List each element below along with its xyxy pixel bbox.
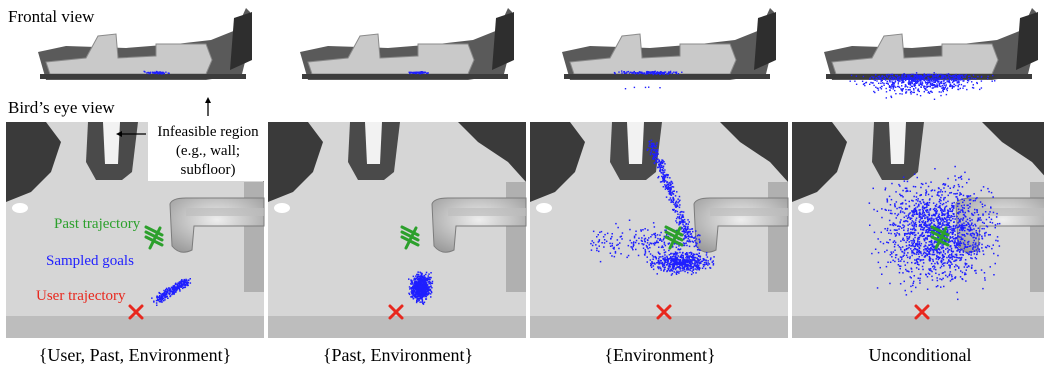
bev-sofa-cushion xyxy=(186,208,264,216)
frontal-sampled-points xyxy=(408,71,429,75)
frontal-floor-edge xyxy=(40,74,246,79)
frontal-panel-3 xyxy=(562,8,776,90)
caption-environment: {Environment} xyxy=(604,345,716,365)
frontal-panel-2 xyxy=(300,8,514,80)
frontal-sampled-points xyxy=(143,70,170,75)
frontal-wall-right xyxy=(492,12,514,70)
past-trajectory-marker xyxy=(400,225,420,250)
infeasible-line-3: subfloor) xyxy=(180,162,236,178)
frontal-row xyxy=(38,8,1038,100)
bev-sampled-goals xyxy=(151,278,192,306)
bev-floor-bottom xyxy=(530,316,788,338)
past-trajectory-label: Past trajectory xyxy=(54,216,141,232)
frontal-floor-edge xyxy=(302,74,508,79)
bev-sampled-goals xyxy=(590,139,715,276)
bev-sampled-goals xyxy=(408,271,434,305)
past-trajectory-marker xyxy=(144,225,164,250)
user-trajectory-marker xyxy=(914,304,930,320)
infeasible-arrows xyxy=(116,97,211,137)
bev-floor-hole xyxy=(798,203,814,213)
sampled-goals-label: Sampled goals xyxy=(46,253,134,269)
frontal-sampled-points xyxy=(613,70,683,90)
birds-eye-row xyxy=(6,97,1044,338)
birds-eye-panel-3 xyxy=(530,122,789,338)
past-trajectory-marker xyxy=(664,225,684,250)
frontal-floor-edge xyxy=(564,74,770,79)
birds-eye-panel-2 xyxy=(268,122,527,338)
bev-wall-left xyxy=(792,122,847,202)
bev-wall-right xyxy=(720,122,788,182)
bev-doorway xyxy=(365,122,382,164)
bev-floor-bottom xyxy=(268,316,526,338)
bev-floor-hole xyxy=(536,203,552,213)
bev-floor-hole xyxy=(12,203,28,213)
arrow-head-left xyxy=(116,131,122,137)
infeasible-line-2: (e.g., wall; xyxy=(175,143,241,159)
bev-doorway xyxy=(889,122,906,164)
frontal-wall-right xyxy=(1016,12,1038,70)
frontal-view-label: Frontal view xyxy=(8,7,95,26)
frontal-panel-1 xyxy=(38,8,252,80)
frontal-sampled-points xyxy=(849,72,996,100)
caption-unconditional: Unconditional xyxy=(868,345,972,365)
birds-eye-panel-4 xyxy=(792,122,1044,338)
past-trajectory-marker xyxy=(930,225,950,250)
bev-sofa-cushion xyxy=(710,208,788,216)
user-trajectory-marker xyxy=(128,304,144,320)
bev-wall-left xyxy=(6,122,61,202)
bev-sofa-cushion xyxy=(972,208,1044,216)
infeasible-region-note: Infeasible region (e.g., wall; subfloor) xyxy=(148,122,268,181)
frontal-panel-4 xyxy=(824,8,1038,100)
birds-eye-view-label: Bird’s eye view xyxy=(8,98,115,117)
user-trajectory-marker xyxy=(388,304,404,320)
bev-wall-right xyxy=(458,122,526,182)
bev-sofa-cushion xyxy=(448,208,526,216)
caption-user-past-environment: {User, Past, Environment} xyxy=(38,345,232,365)
frontal-wall-right xyxy=(754,12,776,70)
infeasible-line-1: Infeasible region xyxy=(157,124,259,140)
user-trajectory-label: User trajectory xyxy=(36,288,126,304)
user-trajectory-marker xyxy=(656,304,672,320)
bev-wall-left xyxy=(530,122,585,202)
bev-wall-right xyxy=(982,122,1044,176)
bev-floor-bottom xyxy=(6,316,264,338)
bev-wall-left xyxy=(268,122,323,202)
bev-floor-hole xyxy=(274,203,290,213)
bev-sampled-goals xyxy=(868,165,1001,301)
bev-doorway xyxy=(103,122,120,164)
bev-floor-bottom xyxy=(792,316,1044,338)
bev-doorway xyxy=(627,122,644,164)
frontal-wall-right xyxy=(230,12,252,70)
caption-past-environment: {Past, Environment} xyxy=(322,345,474,365)
arrow-head-up xyxy=(205,97,211,103)
